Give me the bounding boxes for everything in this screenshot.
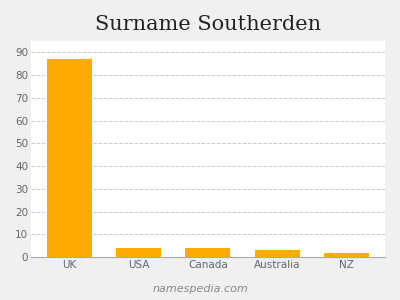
Bar: [47, 59, 92, 257]
Title: Surname Southerden: Surname Southerden: [95, 15, 321, 34]
Bar: [186, 248, 230, 257]
Bar: [116, 248, 161, 257]
Bar: [255, 250, 300, 257]
Bar: [324, 253, 369, 257]
Text: namespedia.com: namespedia.com: [152, 284, 248, 294]
